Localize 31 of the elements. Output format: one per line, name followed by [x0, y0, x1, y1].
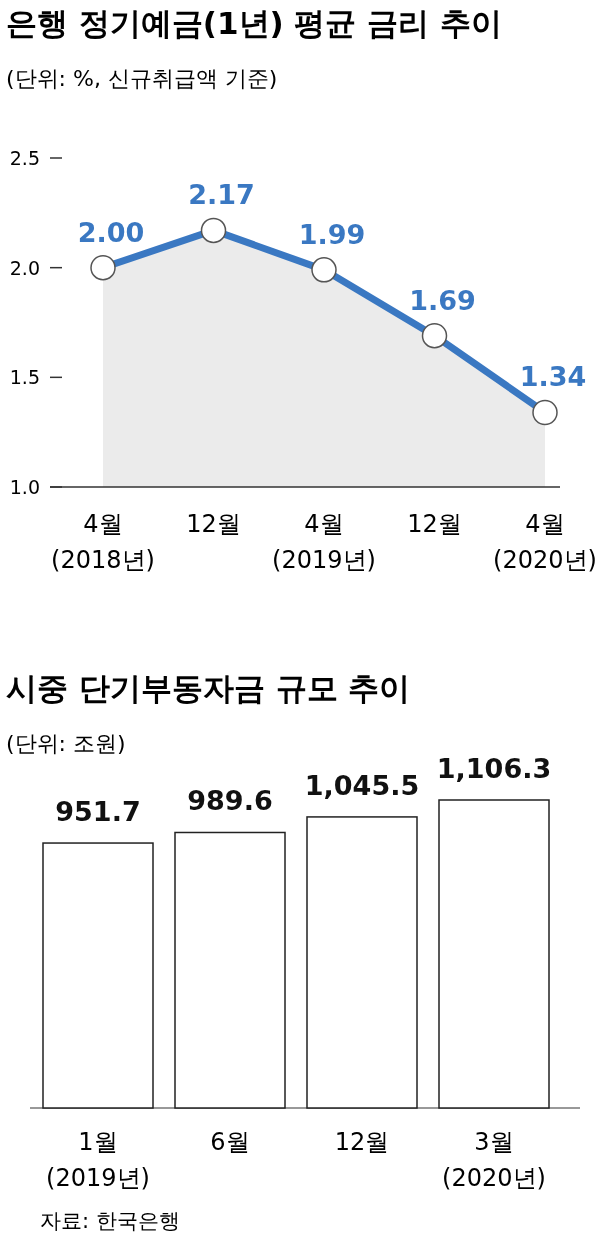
y-tick-label: 1.0 — [9, 476, 40, 498]
y-tick-label: 1.5 — [9, 366, 40, 389]
data-label: 989.6 — [187, 785, 273, 817]
x-tick-label: 6월 — [210, 1128, 250, 1156]
x-tick-label: 4월 (2019년) — [272, 510, 376, 574]
chart-title: 시중 단기부동자금 규모 추이 — [6, 670, 411, 706]
x-tick-label: 1월 (2019년) — [46, 1128, 150, 1192]
data-label: 1,106.3 — [436, 753, 552, 784]
bar — [306, 816, 418, 1109]
x-tick-label: 12월 — [186, 510, 241, 538]
bar — [438, 799, 550, 1109]
chart-title: 은행 정기예금(1년) 평균 금리 추이 — [6, 5, 503, 41]
y-tick-label: 2.5 — [9, 147, 40, 169]
y-tick-label: 2.0 — [9, 256, 40, 279]
data-label: 1.99 — [298, 218, 366, 250]
data-label: 1.34 — [519, 361, 587, 393]
x-tick-label: 4월 (2018년) — [51, 510, 155, 574]
data-label: 951.7 — [55, 796, 141, 828]
chart-subtitle: (단위: %, 신규취급액 기준) — [6, 66, 278, 91]
data-label: 2.00 — [77, 216, 145, 248]
chart-subtitle: (단위: 조원) — [6, 731, 126, 756]
data-label: 2.17 — [188, 179, 255, 211]
text: 자료: 한국은행 — [40, 1209, 180, 1233]
x-tick-label: 3월 (2020년) — [442, 1128, 546, 1192]
bar — [42, 842, 154, 1109]
data-label: 1,045.5 — [304, 769, 420, 801]
data-label: 1.69 — [409, 284, 476, 316]
x-tick-label: 4월 (2020년) — [493, 510, 597, 574]
bar — [174, 831, 286, 1109]
x-tick-label: 12월 — [334, 1128, 390, 1156]
x-tick-label: 12월 — [407, 510, 462, 538]
